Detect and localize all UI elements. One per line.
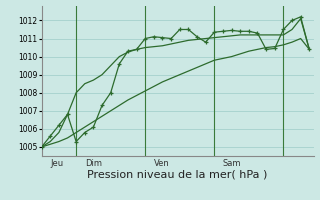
Text: Ven: Ven: [154, 159, 170, 168]
Text: Jeu: Jeu: [50, 159, 63, 168]
X-axis label: Pression niveau de la mer( hPa ): Pression niveau de la mer( hPa ): [87, 170, 268, 180]
Text: Sam: Sam: [223, 159, 241, 168]
Text: Dim: Dim: [85, 159, 102, 168]
